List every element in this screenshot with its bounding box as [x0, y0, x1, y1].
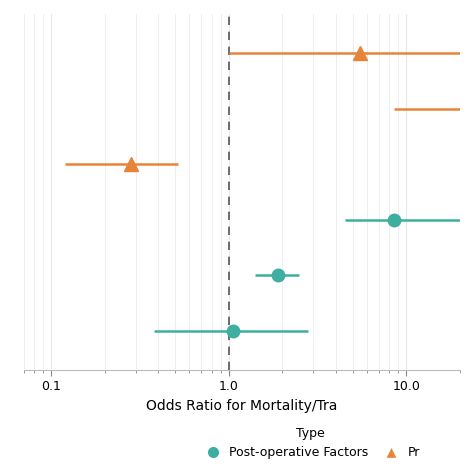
Legend: Post-operative Factors, Pr: Post-operative Factors, Pr: [196, 422, 425, 465]
X-axis label: Odds Ratio for Mortality/Tra: Odds Ratio for Mortality/Tra: [146, 399, 337, 413]
